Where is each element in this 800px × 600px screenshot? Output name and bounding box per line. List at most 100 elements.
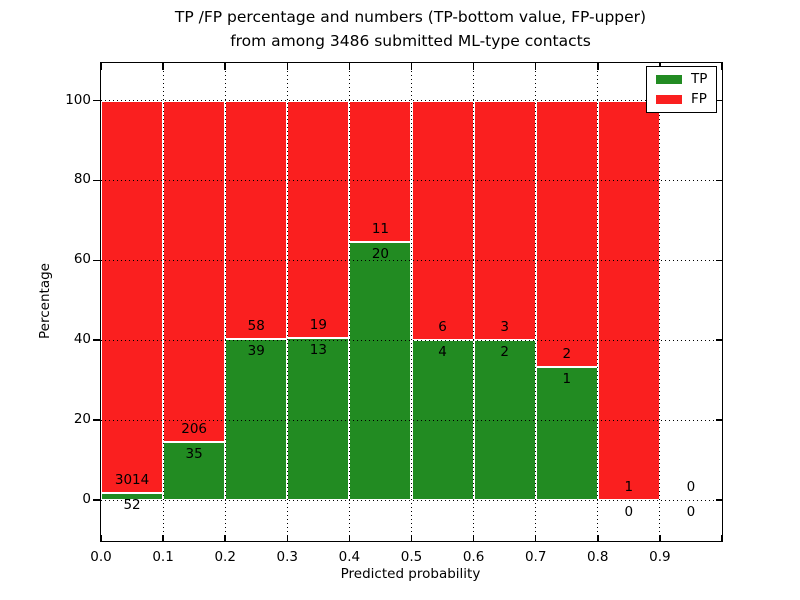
y-tick-left xyxy=(93,339,100,341)
x-tick-label: 0.7 xyxy=(524,549,547,565)
y-axis-label: Percentage xyxy=(37,263,53,339)
fp-bar xyxy=(473,100,536,341)
v-gridline xyxy=(535,63,537,541)
x-tick-bottom xyxy=(100,534,102,541)
legend-label-fp: FP xyxy=(691,91,707,107)
v-gridline xyxy=(473,63,475,541)
y-tick-label: 60 xyxy=(73,251,91,268)
x-tick-top xyxy=(410,63,413,70)
y-tick-label: 20 xyxy=(73,411,91,428)
v-gridline xyxy=(659,63,661,541)
y-tick-right xyxy=(715,99,722,102)
v-gridline xyxy=(597,63,599,541)
tp-count-label: 0 xyxy=(686,504,696,520)
tp-bar xyxy=(349,242,412,500)
fp-count-label: 3 xyxy=(500,319,509,336)
legend: TP FP xyxy=(646,66,718,113)
x-tick-label: 0.5 xyxy=(400,549,423,565)
tp-count-label: 39 xyxy=(247,343,265,360)
fp-count-label: 6 xyxy=(438,319,447,336)
x-tick-top xyxy=(534,63,537,70)
v-gridline xyxy=(411,63,412,541)
plot-area: TP FP 3014 52 206 35 58 39 19 13 11 20 6 4 3 2 2 1 1 0 0 0 0… xyxy=(65,62,723,565)
y-tick-left xyxy=(93,179,100,182)
y-tick-right xyxy=(715,179,722,182)
x-tick-top xyxy=(100,63,102,70)
x-tick-bottom xyxy=(472,534,475,541)
legend-item-fp: FP xyxy=(656,92,707,106)
legend-swatch-tp-icon xyxy=(656,74,682,84)
x-tick-bottom xyxy=(348,534,351,541)
y-tick-right xyxy=(715,499,722,501)
tp-count-label: 4 xyxy=(438,344,447,361)
v-gridline xyxy=(162,63,164,541)
tp-count-label: 52 xyxy=(123,497,141,514)
x-tick-top xyxy=(286,63,289,70)
y-tick-label: 0 xyxy=(82,491,91,507)
y-tick-left xyxy=(93,259,100,262)
y-tick-label: 100 xyxy=(65,91,91,108)
x-tick-bottom xyxy=(721,534,723,541)
x-tick-label: 0.8 xyxy=(587,549,609,565)
y-tick-label: 80 xyxy=(73,171,91,188)
tp-count-label: 35 xyxy=(185,445,203,462)
y-tick-right xyxy=(715,259,722,262)
x-tick-bottom xyxy=(534,534,537,541)
x-tick-label: 0.2 xyxy=(214,549,236,565)
x-axis-label: Predicted probability xyxy=(340,566,481,582)
legend-item-tp: TP xyxy=(656,72,707,86)
x-tick-top xyxy=(224,63,226,70)
x-tick-label: 0.0 xyxy=(90,549,112,565)
x-tick-label: 0.1 xyxy=(152,549,174,565)
fp-bar xyxy=(597,100,660,500)
y-tick-left xyxy=(93,99,100,102)
fp-count-label: 1 xyxy=(624,479,634,495)
tp-count-label: 1 xyxy=(562,370,572,387)
fp-count-label: 11 xyxy=(371,221,390,238)
v-gridline xyxy=(286,63,288,541)
fp-bar xyxy=(349,100,412,243)
fp-bar xyxy=(535,100,598,367)
x-tick-top xyxy=(472,63,475,70)
fp-count-label: 19 xyxy=(309,316,327,333)
x-tick-bottom xyxy=(162,534,164,541)
fp-count-label: 3014 xyxy=(114,472,150,489)
fp-count-label: 58 xyxy=(247,318,265,335)
fp-bar xyxy=(101,100,164,494)
legend-swatch-fp-icon xyxy=(656,94,682,104)
y-tick-right xyxy=(715,339,722,341)
x-tick-bottom xyxy=(410,534,413,541)
x-tick-top xyxy=(597,63,599,70)
legend-label-tp: TP xyxy=(691,71,708,87)
fp-count-label: 0 xyxy=(686,479,696,495)
x-tick-bottom xyxy=(597,534,599,541)
tp-bar xyxy=(535,366,598,500)
y-tick-right xyxy=(715,419,722,421)
fp-bar xyxy=(163,100,226,442)
x-tick-bottom xyxy=(659,534,661,541)
chart-title-line1: TP /FP percentage and numbers (TP-bottom… xyxy=(174,8,647,26)
fp-count-label: 2 xyxy=(562,345,572,362)
fp-bar xyxy=(411,100,474,341)
tp-count-label: 2 xyxy=(500,344,509,361)
y-tick-label: 40 xyxy=(73,331,91,348)
tp-count-label: 13 xyxy=(309,341,327,358)
fp-bar xyxy=(287,100,350,338)
fp-count-label: 206 xyxy=(181,420,208,437)
tp-count-label: 20 xyxy=(371,246,390,263)
tp-bar xyxy=(163,441,226,500)
x-tick-bottom xyxy=(224,534,226,541)
v-gridline xyxy=(348,63,350,541)
v-gridline xyxy=(224,63,226,541)
x-tick-top xyxy=(162,63,164,70)
fp-bar xyxy=(225,100,288,340)
tp-count-label: 0 xyxy=(624,504,634,520)
x-tick-label: 0.3 xyxy=(276,549,299,565)
chart-title-line2: from among 3486 submitted ML-type contac… xyxy=(230,32,591,50)
x-tick-top xyxy=(721,63,723,70)
y-tick-left xyxy=(93,499,100,501)
y-tick-left xyxy=(93,419,100,421)
x-tick-label: 0.4 xyxy=(338,549,361,565)
x-tick-top xyxy=(348,63,351,70)
